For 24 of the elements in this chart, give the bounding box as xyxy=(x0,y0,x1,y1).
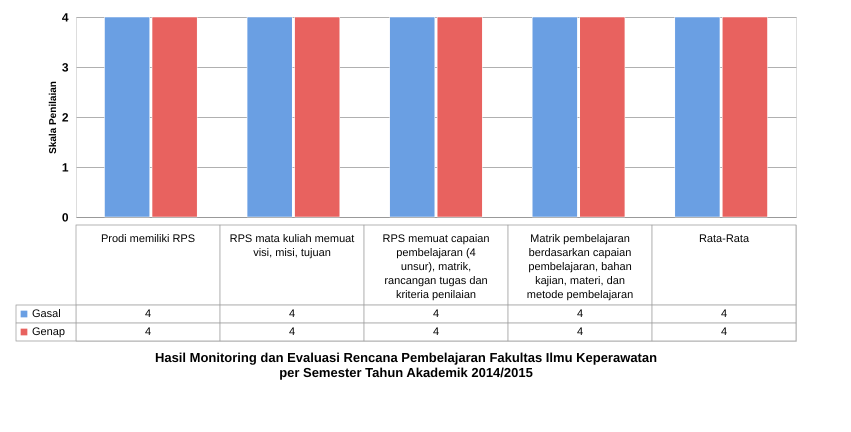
data-label: 4 xyxy=(720,308,728,320)
legend-label: Gasal xyxy=(32,308,61,320)
data-label: 4 xyxy=(144,308,152,320)
data-label: 4 xyxy=(720,326,728,338)
data-label: 4 xyxy=(576,326,584,338)
y-tick-label: 4 xyxy=(62,10,69,24)
data-label: 4 xyxy=(576,308,584,320)
x-tick-label: RPS mata kuliah memuat visi, misi, tujuan xyxy=(230,233,354,259)
data-label: 4 xyxy=(432,308,440,320)
data-label: 4 xyxy=(432,326,440,338)
x-tick-label: Matrik pembelajaran berdasarkan capaian pembelajaran, bahan kajian, materi, dan metode pembelajaran xyxy=(526,233,634,301)
y-tick-label: 1 xyxy=(62,160,69,174)
data-label: 4 xyxy=(288,308,296,320)
y-tick-label: 2 xyxy=(62,110,69,124)
y-tick-label: 3 xyxy=(62,60,69,74)
y-axis-title: Skala Penilaian xyxy=(48,81,59,154)
text: Hasil Monitoring dan Evaluasi Rencana Pembelajaran Fakultas Ilmu Keperawatan per Semester Tahun Akademik 2014/2015 xyxy=(154,350,658,380)
legend-label: Genap xyxy=(32,326,66,338)
x-tick-label: Prodi memiliki RPS xyxy=(100,233,196,245)
x-tick-label: Rata-Rata xyxy=(698,233,750,245)
data-label: 4 xyxy=(288,326,296,338)
data-label: 4 xyxy=(144,326,152,338)
y-tick-label: 0 xyxy=(62,210,69,224)
x-tick-label: RPS memuat capaian pembelajaran (4 unsur), matrik, rancangan tugas dan kriteria penilaian xyxy=(382,233,490,301)
